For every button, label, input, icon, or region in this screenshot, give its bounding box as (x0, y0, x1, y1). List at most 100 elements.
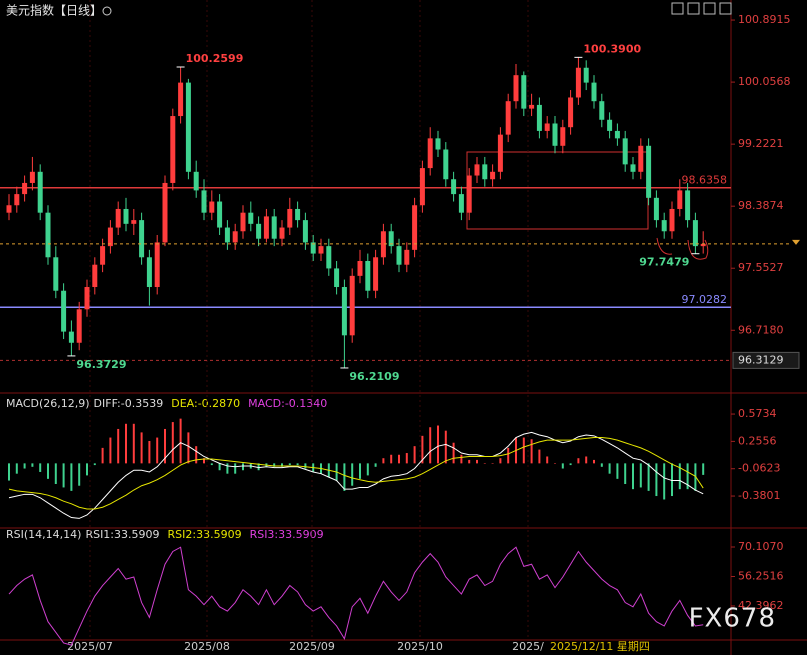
macd-bar (499, 458, 502, 464)
macd-bar (39, 463, 42, 472)
cursor-label: 2025/12/11 星期四 (550, 640, 650, 653)
macd-bar (507, 447, 510, 464)
candle-body (568, 97, 574, 128)
candle-body (497, 134, 503, 172)
horizontal-line-label: 98.6358 (682, 174, 728, 187)
candle-body (256, 223, 262, 239)
y-tick-label: 56.2516 (738, 569, 784, 582)
candle-body (45, 212, 51, 258)
candle-body (622, 138, 628, 165)
macd-bar (304, 463, 307, 469)
macd-bar (663, 463, 666, 500)
candle-body (443, 149, 449, 180)
macd-bar (398, 454, 400, 464)
candle-body (115, 208, 121, 228)
candle-body (669, 208, 675, 232)
candle-body (100, 246, 106, 265)
candle-body (599, 101, 605, 120)
add-icon[interactable] (102, 6, 112, 16)
candle-body (61, 290, 67, 332)
candle-body (14, 194, 20, 206)
macd-bar (593, 459, 595, 464)
candle-body (302, 220, 308, 243)
tool-button[interactable] (719, 2, 732, 15)
macd-bar (671, 463, 673, 497)
macd-bar (203, 458, 205, 464)
rsi1: RSI1:33.5909 (85, 528, 159, 541)
tool-button[interactable] (703, 2, 716, 15)
macd-bar (616, 463, 619, 479)
candle-body (404, 249, 410, 265)
macd-bar (655, 463, 658, 497)
y-tick-label: 0.2556 (738, 434, 777, 447)
extreme-label: 96.3729 (76, 358, 126, 371)
macd-bar (374, 463, 377, 467)
rsi-label: RSI(14,14,14) (6, 528, 81, 541)
x-tick-label: 2025/10 (397, 640, 443, 653)
candle-body (185, 82, 191, 172)
candle-body (279, 227, 285, 239)
candle-body (131, 220, 137, 224)
macd-bar (15, 463, 18, 474)
candle-body (107, 227, 113, 247)
y-tick-label: 100.0568 (738, 75, 791, 88)
rsi-header: RSI(14,14,14) RSI1:33.5909 RSI2:33.5909 RSI… (6, 528, 324, 541)
candle-body (373, 257, 379, 291)
candle-body (653, 197, 659, 221)
x-tick-label: 2025/ (512, 640, 544, 653)
candle-body (29, 171, 35, 183)
macd-bar (54, 463, 57, 484)
candle-body (341, 287, 347, 336)
x-tick-label: 2025/08 (184, 640, 230, 653)
macd-bar (70, 463, 73, 491)
macd-bar (522, 437, 525, 464)
macd-bar (8, 463, 10, 481)
macd-bar (476, 459, 478, 464)
macd-bar (187, 432, 190, 464)
candle-body (287, 208, 293, 228)
candle-body (22, 182, 28, 195)
macd-bar (226, 463, 229, 474)
macd-bar (608, 463, 611, 474)
macd-bar (31, 463, 34, 467)
macd-bar (413, 446, 416, 464)
macd-dea-line (8, 437, 704, 510)
tool-button[interactable] (687, 2, 700, 15)
y-tick-label: 98.3874 (738, 199, 784, 212)
candle-body (396, 246, 402, 265)
candle-body (178, 82, 184, 117)
candle-body (146, 257, 152, 288)
macd-bar (577, 458, 580, 464)
candle-body (435, 138, 441, 150)
macd-bar (78, 463, 81, 486)
candle-body (193, 171, 199, 191)
y-tick-label: -0.3801 (738, 489, 780, 502)
macd-bar (171, 422, 174, 464)
macd-bar (148, 441, 151, 464)
macd-bar (343, 463, 346, 491)
candle-body (326, 246, 332, 269)
tool-button[interactable] (671, 2, 684, 15)
candle-body (92, 264, 98, 288)
macd-bar (140, 432, 143, 464)
macd-bar (483, 463, 486, 464)
highlight-arc (656, 237, 709, 260)
macd-bar (359, 463, 361, 479)
candle-body (451, 179, 457, 195)
macd-bar (390, 454, 393, 464)
candle-body (474, 164, 480, 176)
macd-bar (125, 423, 127, 464)
macd-bar (530, 439, 533, 464)
x-tick-label: 2025/07 (67, 640, 113, 653)
candle-body (552, 123, 558, 146)
macd-bar (678, 463, 681, 490)
y-tick-label: 42.3962 (738, 599, 784, 612)
macd-bar (218, 463, 221, 471)
y-tick-label: 0.5734 (738, 407, 777, 420)
macd-bar (101, 447, 104, 464)
macd-bar (62, 463, 65, 488)
candle-body (365, 260, 371, 291)
horizontal-line-label: 97.0282 (682, 293, 728, 306)
macd-bar (195, 446, 198, 464)
candle-body (224, 227, 230, 243)
